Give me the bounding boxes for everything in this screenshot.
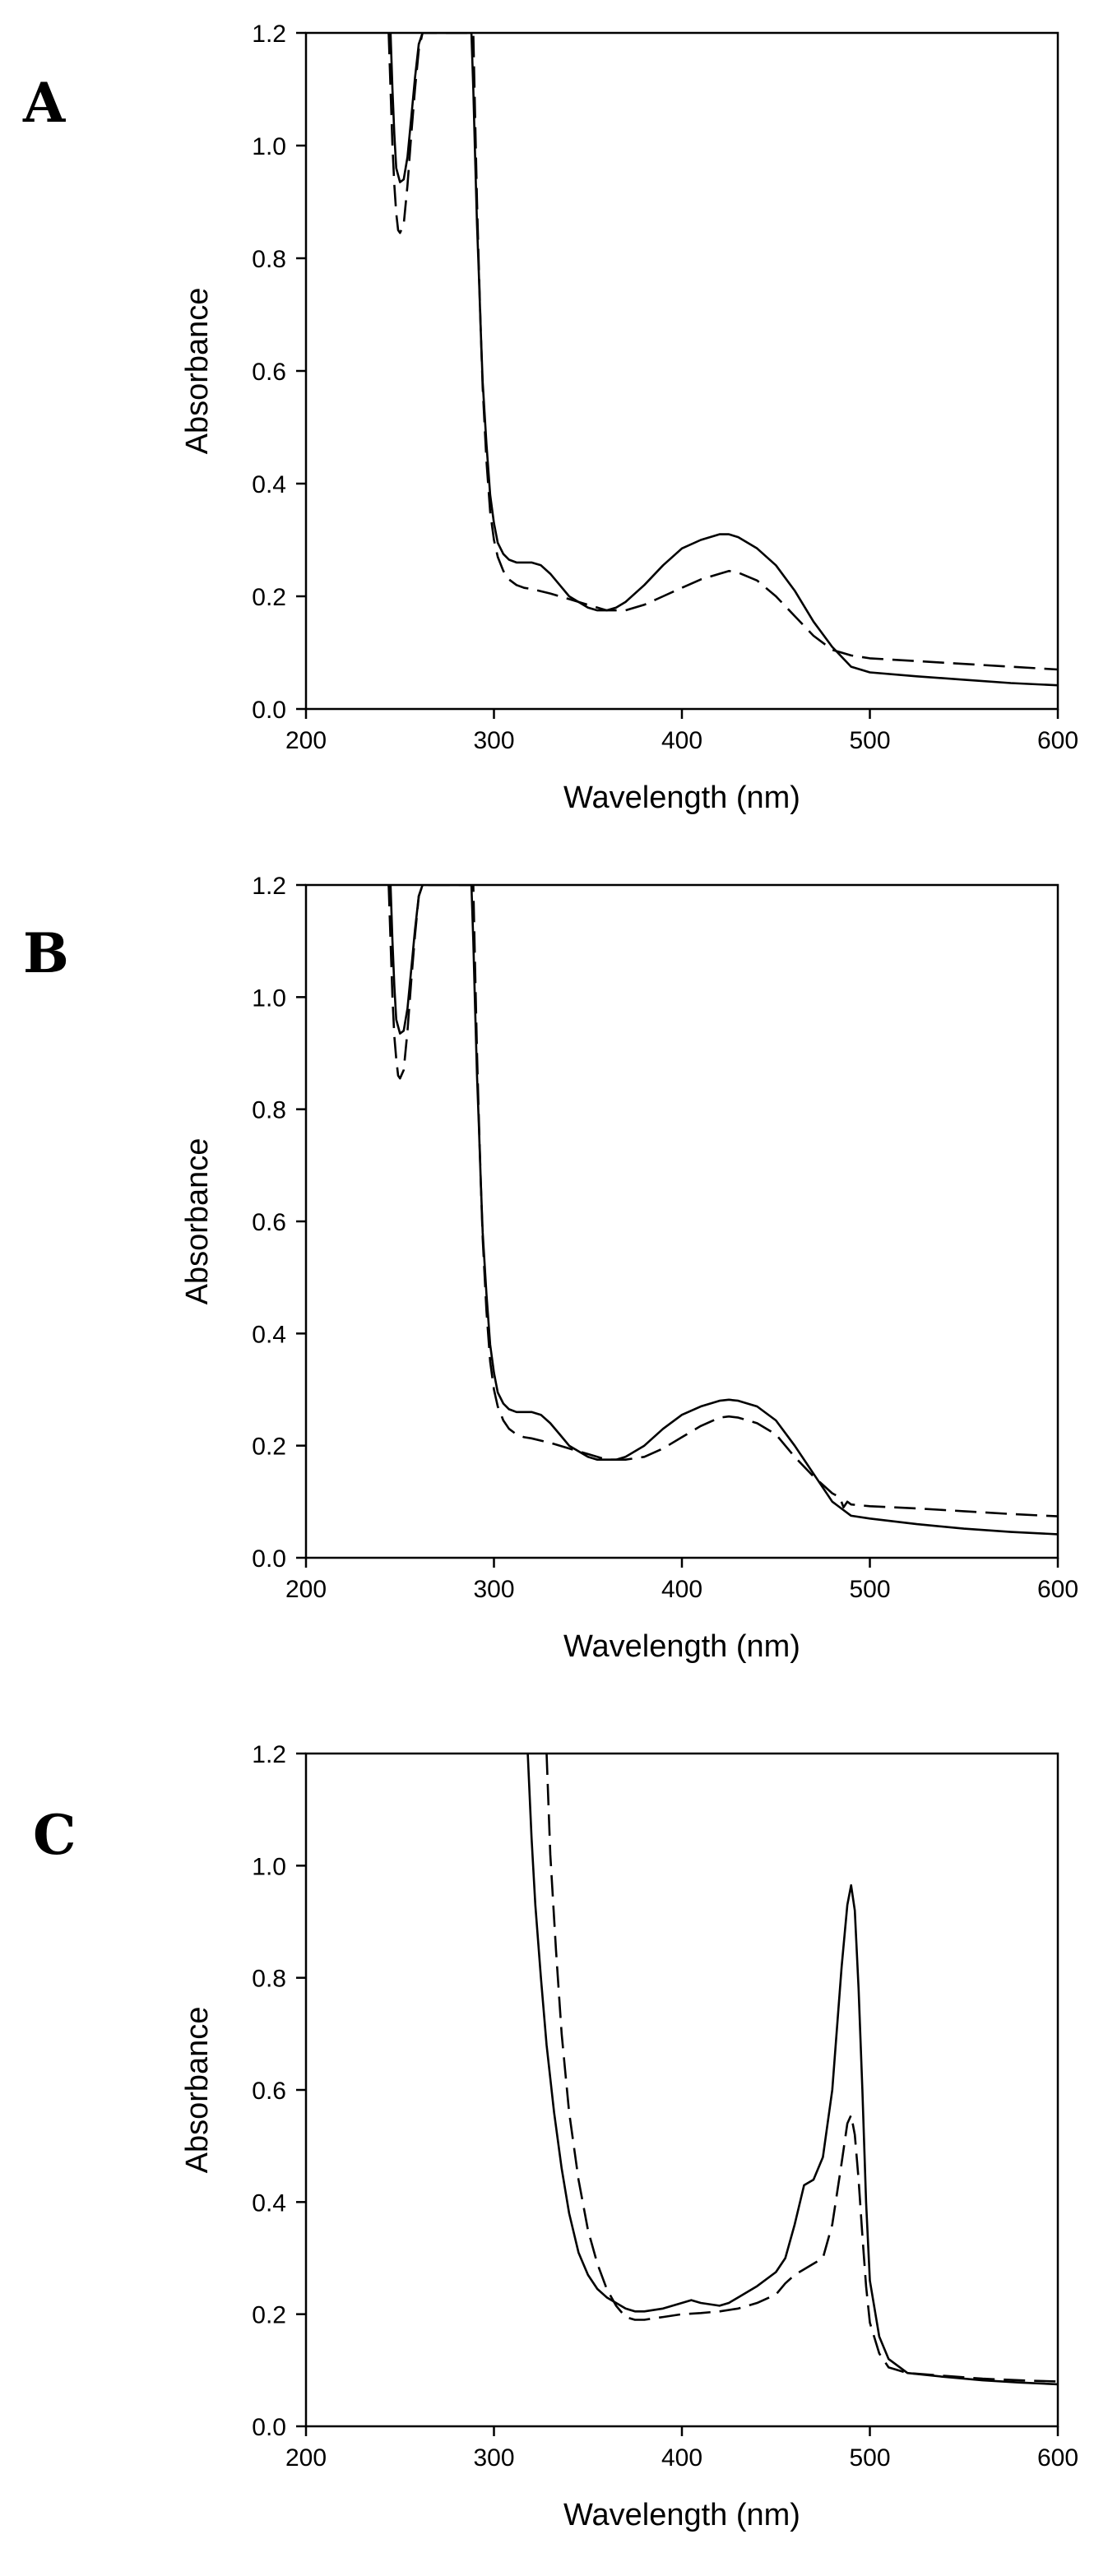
x-tick-label: 600 bbox=[1037, 1576, 1078, 1603]
x-tick-label: 500 bbox=[849, 2444, 890, 2472]
y-tick-label: 0.6 bbox=[252, 359, 286, 386]
series-line-solid bbox=[389, 885, 1058, 1536]
y-axis-label: Absorbance bbox=[180, 288, 215, 455]
x-tick-label: 200 bbox=[285, 2444, 327, 2472]
x-tick-label: 200 bbox=[285, 727, 327, 754]
panel-letter: B bbox=[23, 921, 69, 985]
y-tick-label: 1.2 bbox=[252, 873, 286, 900]
series-line-dashed bbox=[387, 33, 1058, 671]
x-tick-label: 600 bbox=[1037, 2444, 1078, 2472]
panel-b: B 200 300 400 500 600 0.0 0.2 0.4 0.6 0.8 1.0 1.2 Wav… bbox=[23, 873, 1078, 1664]
x-tick-label: 600 bbox=[1037, 727, 1078, 754]
y-tick-label: 1.0 bbox=[252, 985, 286, 1012]
x-axis-label: Wavelength (nm) bbox=[563, 1629, 800, 1664]
x-tick-label: 400 bbox=[661, 727, 702, 754]
y-tick-label: 0.0 bbox=[252, 1545, 286, 1573]
y-tick-label: 0.8 bbox=[252, 246, 286, 273]
panel-c: C 200 300 400 500 600 0.0 0.2 0.4 0.6 0.8 1.0 1.2 Wav… bbox=[33, 1741, 1078, 2532]
y-tick-label: 0.0 bbox=[252, 697, 286, 724]
y-tick-label: 0.2 bbox=[252, 2302, 286, 2329]
y-tick-label: 0.8 bbox=[252, 1966, 286, 1993]
x-tick-label: 300 bbox=[473, 727, 514, 754]
y-tick-label: 0.6 bbox=[252, 2078, 286, 2105]
x-tick-label: 300 bbox=[473, 2444, 514, 2472]
panel-letter: A bbox=[22, 71, 66, 135]
plot-frame bbox=[304, 31, 1059, 711]
y-tick-label: 0.8 bbox=[252, 1097, 286, 1124]
y-tick-label: 1.2 bbox=[252, 1741, 286, 1768]
y-tick-label: 0.4 bbox=[252, 1321, 286, 1348]
y-tick-label: 1.0 bbox=[252, 133, 286, 160]
plot-frame bbox=[304, 1752, 1059, 2428]
x-tick-label: 200 bbox=[285, 1576, 327, 1603]
plot-frame bbox=[304, 883, 1059, 1559]
y-tick-label: 1.2 bbox=[252, 21, 286, 48]
series-line-solid bbox=[389, 33, 1058, 687]
x-tick-label: 500 bbox=[849, 727, 890, 754]
y-tick-label: 0.2 bbox=[252, 584, 286, 611]
x-tick-label: 400 bbox=[661, 1576, 702, 1603]
y-tick-label: 0.0 bbox=[252, 2414, 286, 2441]
y-tick-label: 0.4 bbox=[252, 2189, 286, 2217]
y-axis-label: Absorbance bbox=[180, 1138, 215, 1305]
series-line-solid bbox=[526, 1754, 1058, 2386]
panel-a: A 200 300 400 500 600 0.0 0.2 0.4 0.6 0.8 1.0 1.2 Wav… bbox=[22, 21, 1078, 815]
x-axis-label: Wavelength (nm) bbox=[563, 2498, 800, 2532]
y-axis-label: Absorbance bbox=[180, 2007, 215, 2174]
x-tick-label: 500 bbox=[849, 1576, 890, 1603]
y-tick-label: 0.6 bbox=[252, 1209, 286, 1236]
y-tick-label: 1.0 bbox=[252, 1853, 286, 1880]
series-line-dashed bbox=[545, 1754, 1058, 2383]
x-tick-label: 400 bbox=[661, 2444, 702, 2472]
series-line-dashed bbox=[387, 885, 1058, 1517]
x-tick-label: 300 bbox=[473, 1576, 514, 1603]
y-tick-label: 0.4 bbox=[252, 471, 286, 498]
y-tick-label: 0.2 bbox=[252, 1434, 286, 1461]
x-axis-label: Wavelength (nm) bbox=[563, 781, 800, 815]
panel-letter: C bbox=[33, 1803, 76, 1867]
